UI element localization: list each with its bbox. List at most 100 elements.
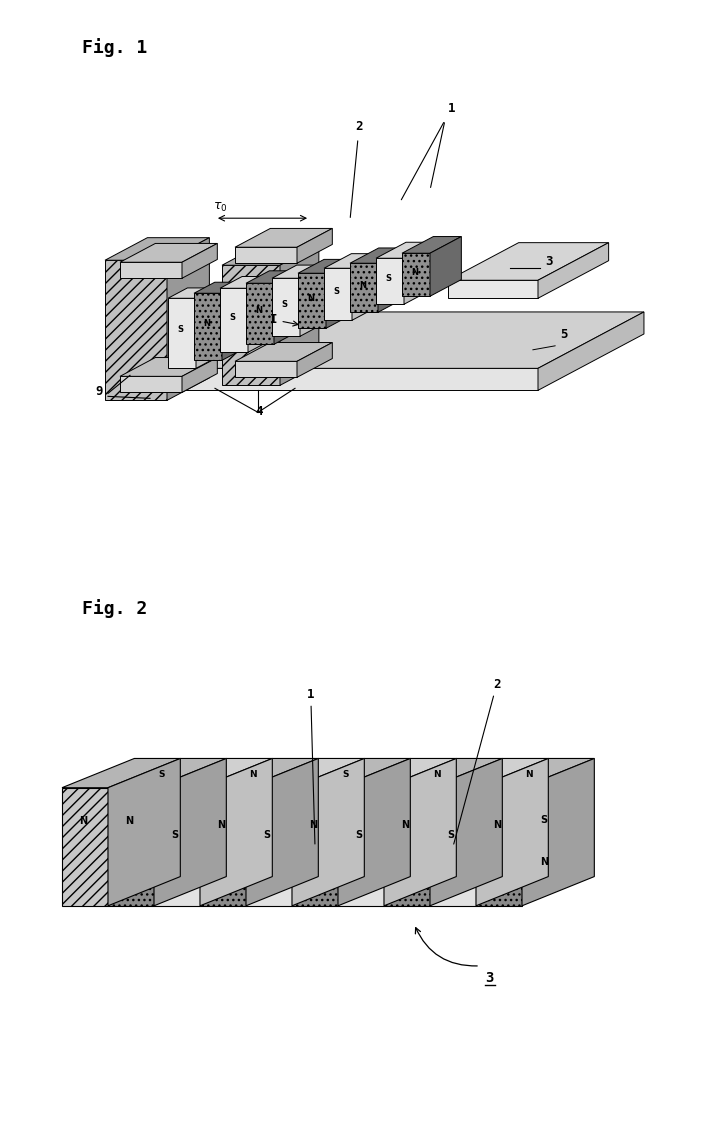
Text: Fig. 1: Fig. 1 — [82, 38, 147, 57]
Polygon shape — [222, 244, 319, 266]
Polygon shape — [168, 288, 215, 298]
Text: 1: 1 — [448, 102, 455, 115]
Polygon shape — [220, 277, 270, 288]
Polygon shape — [378, 248, 407, 313]
Polygon shape — [280, 244, 319, 386]
Text: S: S — [282, 300, 288, 309]
Polygon shape — [476, 759, 548, 906]
Polygon shape — [274, 271, 297, 344]
Polygon shape — [476, 788, 522, 906]
Text: 3: 3 — [485, 971, 494, 985]
Text: N: N — [434, 770, 441, 779]
Text: $\tau_0$: $\tau_0$ — [213, 201, 227, 214]
Text: N: N — [249, 770, 257, 779]
Text: S: S — [342, 770, 348, 779]
Polygon shape — [292, 788, 338, 906]
Polygon shape — [246, 284, 274, 344]
Polygon shape — [105, 238, 209, 260]
Polygon shape — [105, 260, 167, 400]
Polygon shape — [352, 253, 379, 321]
Polygon shape — [154, 759, 272, 788]
Text: N: N — [79, 816, 87, 826]
Polygon shape — [120, 377, 182, 392]
Polygon shape — [62, 788, 108, 906]
Polygon shape — [246, 759, 365, 788]
Polygon shape — [108, 759, 180, 906]
Polygon shape — [120, 358, 218, 377]
Text: Fig. 2: Fig. 2 — [82, 599, 147, 618]
Text: N: N — [540, 856, 548, 867]
Text: N: N — [217, 821, 225, 831]
Text: I: I — [270, 313, 298, 326]
Polygon shape — [404, 242, 434, 304]
Polygon shape — [324, 268, 352, 321]
Text: N: N — [308, 821, 317, 831]
Text: 1: 1 — [307, 687, 315, 844]
Polygon shape — [350, 248, 407, 263]
Polygon shape — [62, 759, 180, 788]
Polygon shape — [154, 788, 200, 906]
Polygon shape — [376, 242, 434, 258]
Polygon shape — [246, 759, 318, 906]
Polygon shape — [200, 788, 246, 906]
Polygon shape — [300, 265, 325, 336]
Polygon shape — [235, 361, 297, 378]
Text: N: N — [255, 306, 262, 315]
Polygon shape — [154, 759, 226, 906]
Polygon shape — [430, 237, 461, 296]
Polygon shape — [430, 759, 503, 906]
Text: S: S — [171, 830, 178, 840]
Text: N: N — [401, 821, 409, 831]
Polygon shape — [108, 788, 154, 906]
Polygon shape — [522, 759, 594, 906]
Polygon shape — [248, 277, 270, 352]
Polygon shape — [272, 278, 300, 336]
Text: 4: 4 — [255, 406, 263, 418]
Polygon shape — [220, 288, 248, 352]
Text: S: S — [158, 770, 165, 779]
Polygon shape — [350, 263, 378, 313]
Polygon shape — [384, 759, 503, 788]
Text: 2: 2 — [453, 677, 501, 844]
Polygon shape — [430, 788, 476, 906]
Text: 9: 9 — [95, 386, 103, 398]
Polygon shape — [476, 759, 594, 788]
Polygon shape — [194, 294, 222, 360]
Polygon shape — [200, 759, 318, 788]
Polygon shape — [430, 759, 548, 788]
Polygon shape — [538, 312, 644, 390]
Text: S: S — [386, 275, 391, 284]
Text: 5: 5 — [560, 328, 567, 341]
Polygon shape — [338, 759, 456, 788]
Polygon shape — [297, 343, 332, 378]
Polygon shape — [120, 243, 218, 262]
Polygon shape — [182, 243, 218, 278]
Polygon shape — [235, 343, 332, 361]
Polygon shape — [448, 242, 609, 280]
Text: S: S — [263, 830, 270, 840]
Polygon shape — [402, 237, 461, 253]
Polygon shape — [448, 280, 538, 298]
Polygon shape — [167, 238, 209, 400]
Text: S: S — [540, 815, 547, 825]
Polygon shape — [120, 262, 182, 278]
Polygon shape — [108, 759, 226, 788]
Polygon shape — [148, 312, 644, 369]
Polygon shape — [235, 229, 332, 248]
Polygon shape — [272, 265, 325, 278]
Polygon shape — [298, 259, 352, 274]
Polygon shape — [538, 242, 609, 298]
Text: 3: 3 — [545, 256, 553, 268]
Polygon shape — [292, 759, 365, 906]
Polygon shape — [194, 282, 243, 294]
Polygon shape — [324, 253, 379, 268]
Polygon shape — [222, 266, 280, 386]
Polygon shape — [292, 759, 410, 788]
Polygon shape — [235, 248, 297, 263]
Polygon shape — [402, 253, 430, 296]
Text: S: S — [355, 830, 363, 840]
Polygon shape — [384, 788, 430, 906]
Polygon shape — [182, 358, 218, 392]
Text: N: N — [203, 319, 210, 328]
Text: N: N — [125, 816, 133, 826]
